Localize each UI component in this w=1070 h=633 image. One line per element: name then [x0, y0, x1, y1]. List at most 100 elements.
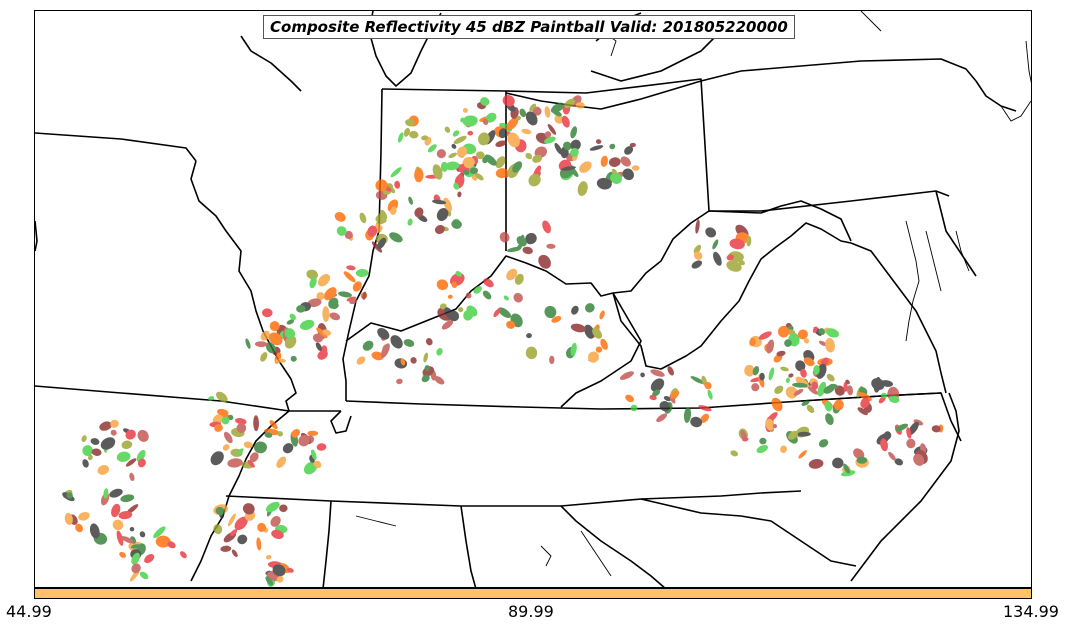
- reflectivity-blob: [78, 512, 90, 521]
- reflectivity-blob: [462, 107, 468, 113]
- reflectivity-blob: [478, 132, 490, 146]
- reflectivity-blob: [561, 115, 570, 128]
- reflectivity-blob: [265, 342, 276, 354]
- reflectivity-blob: [705, 227, 717, 238]
- reflectivity-blob: [834, 385, 845, 396]
- reflectivity-blob: [570, 139, 581, 151]
- reflectivity-blob: [880, 380, 894, 387]
- reflectivity-blob: [803, 338, 810, 344]
- reflectivity-blob: [131, 563, 141, 574]
- reflectivity-blob: [759, 372, 765, 381]
- reflectivity-blob: [375, 179, 388, 192]
- reflectivity-blob: [436, 348, 443, 356]
- reflectivity-blob: [707, 389, 713, 400]
- reflectivity-blob: [397, 132, 404, 143]
- reflectivity-blob: [100, 437, 116, 450]
- reflectivity-blob: [670, 390, 680, 399]
- reflectivity-blob: [448, 310, 460, 322]
- reflectivity-blob: [256, 537, 262, 551]
- colorbar-tick-right: 134.99: [1003, 602, 1059, 621]
- reflectivity-blob: [730, 450, 739, 457]
- reflectivity-blob: [215, 506, 225, 516]
- reflectivity-blob: [359, 212, 367, 224]
- reflectivity-blob: [371, 351, 384, 361]
- reflectivity-blob: [408, 196, 413, 205]
- reflectivity-blob: [265, 501, 280, 513]
- reflectivity-blob: [323, 287, 337, 301]
- reflectivity-blob: [663, 396, 672, 402]
- reflectivity-blob: [453, 135, 467, 145]
- reflectivity-blob: [213, 524, 223, 535]
- reflectivity-blob: [118, 511, 133, 520]
- reflectivity-blob: [513, 292, 523, 303]
- reflectivity-blob: [853, 448, 865, 460]
- reflectivity-blob: [625, 394, 634, 403]
- reflectivity-blob: [121, 536, 134, 544]
- reflectivity-blob: [139, 531, 146, 538]
- reflectivity-blob: [329, 312, 341, 321]
- reflectivity-blob: [712, 239, 719, 250]
- reflectivity-blob: [744, 364, 755, 377]
- reflectivity-blob: [421, 135, 429, 141]
- reflectivity-blob: [99, 421, 112, 431]
- reflectivity-blob: [286, 567, 294, 573]
- reflectivity-blob: [824, 401, 833, 412]
- reflectivity-blob: [514, 273, 524, 285]
- reflectivity-blob: [467, 130, 474, 136]
- reflectivity-blob: [751, 383, 760, 392]
- reflectivity-blob: [690, 416, 703, 428]
- reflectivity-blob: [109, 488, 123, 498]
- reflectivity-blob: [452, 130, 460, 137]
- reflectivity-blob: [784, 339, 792, 347]
- reflectivity-blob: [587, 351, 600, 363]
- reflectivity-blob: [832, 457, 844, 469]
- reflectivity-blob: [390, 167, 402, 178]
- reflectivity-blob: [797, 329, 808, 340]
- reflectivity-blob: [502, 95, 515, 107]
- reflectivity-blob: [620, 156, 631, 167]
- reflectivity-blob: [356, 356, 366, 365]
- reflectivity-blob: [265, 576, 274, 586]
- reflectivity-blob: [97, 464, 110, 475]
- reflectivity-blob: [230, 529, 238, 537]
- reflectivity-blob: [334, 212, 346, 222]
- reflectivity-blob: [64, 512, 73, 525]
- reflectivity-blob: [629, 142, 636, 148]
- reflectivity-blob: [367, 225, 378, 238]
- reflectivity-blob: [254, 441, 267, 454]
- reflectivity-blob: [480, 97, 490, 106]
- reflectivity-blob: [444, 126, 451, 133]
- reflectivity-blob: [825, 413, 834, 425]
- reflectivity-blob: [451, 219, 462, 229]
- reflectivity-blob: [860, 397, 870, 409]
- reflectivity-blob: [310, 449, 317, 460]
- reflectivity-blob: [577, 181, 588, 197]
- reflectivity-blob: [125, 429, 136, 440]
- reflectivity-blob: [271, 529, 284, 540]
- reflectivity-blob: [846, 385, 854, 396]
- reflectivity-blob: [423, 352, 429, 363]
- reflectivity-blob: [223, 431, 233, 444]
- reflectivity-blob: [316, 292, 325, 300]
- reflectivity-blob: [693, 244, 702, 254]
- reflectivity-blob: [700, 413, 710, 423]
- reflectivity-blob: [434, 224, 445, 235]
- reflectivity-blob: [506, 320, 516, 329]
- reflectivity-blob: [780, 366, 789, 372]
- reflectivity-blob: [254, 341, 268, 348]
- paintball-reflectivity-blobs: [62, 95, 944, 587]
- reflectivity-blob: [421, 375, 430, 383]
- reflectivity-blob: [803, 357, 815, 367]
- reflectivity-blob: [453, 182, 460, 190]
- reflectivity-blob: [820, 330, 825, 335]
- reflectivity-blob: [155, 535, 171, 548]
- reflectivity-blob: [296, 304, 306, 313]
- reflectivity-blob: [290, 355, 297, 362]
- reflectivity-blob: [516, 243, 523, 251]
- reflectivity-blob: [91, 448, 102, 456]
- reflectivity-blob: [236, 448, 244, 455]
- colorbar: [34, 588, 1032, 599]
- reflectivity-blob: [284, 328, 296, 339]
- reflectivity-blob: [818, 340, 827, 347]
- reflectivity-blob: [462, 115, 478, 127]
